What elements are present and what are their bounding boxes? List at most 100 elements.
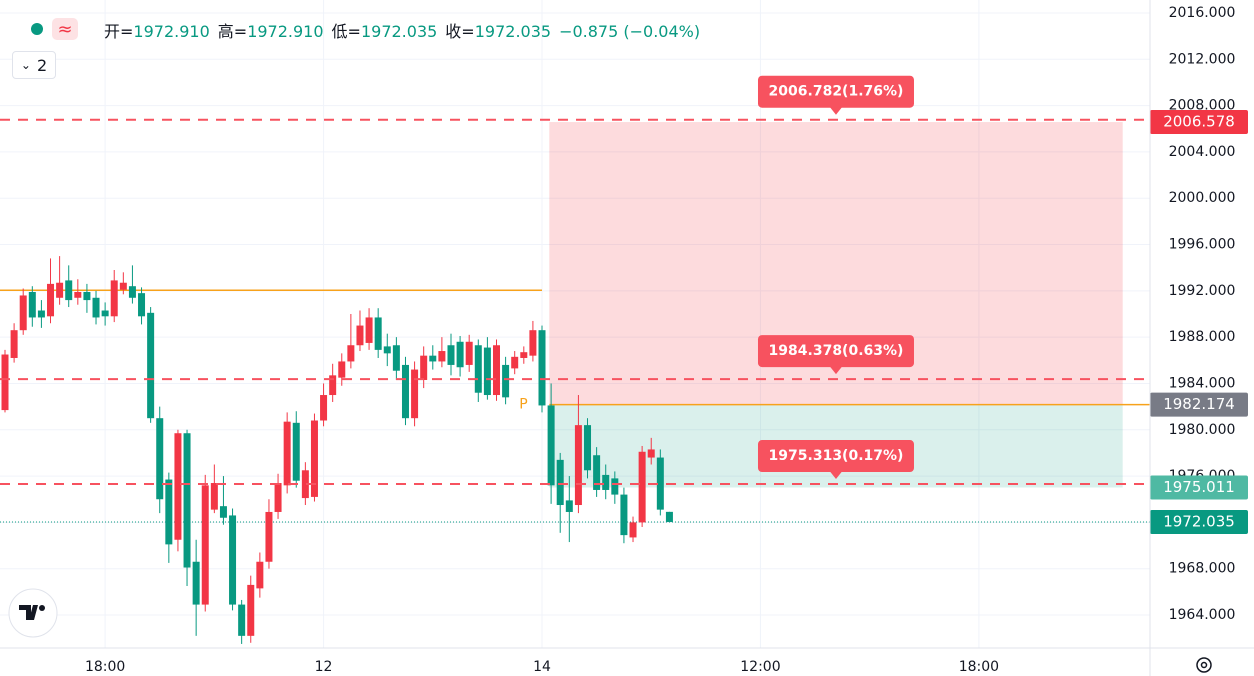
- candle-body: [201, 485, 209, 605]
- candle-body: [465, 341, 473, 365]
- ohlc-label: 收=: [445, 22, 475, 41]
- candle-body: [128, 286, 136, 298]
- candle-body: [174, 433, 182, 540]
- price-badge: [1150, 475, 1248, 500]
- candle-body: [74, 291, 82, 298]
- candle-body: [192, 561, 200, 605]
- candle-body: [347, 345, 355, 362]
- candle-body: [229, 515, 237, 605]
- target-label: 1984.378(0.63%): [769, 343, 904, 359]
- y-tick-label: 2000.000: [1169, 190, 1236, 206]
- candle-body: [110, 280, 118, 317]
- candle-body: [1, 354, 9, 411]
- candle-body: [602, 474, 610, 490]
- candle-body: [292, 422, 300, 481]
- indicators-toggle[interactable]: ⌄ 2: [12, 51, 56, 79]
- target-label: 2006.782(1.76%): [769, 84, 904, 100]
- x-tick-label: 12: [315, 659, 333, 675]
- candle-body: [547, 405, 555, 486]
- candle-body: [92, 297, 100, 318]
- candle-body: [274, 483, 282, 512]
- candle-body: [56, 282, 64, 298]
- target-label-box: [757, 440, 914, 473]
- candle-body: [329, 375, 337, 396]
- ohlc-label: 低=: [331, 22, 361, 41]
- y-tick-label: 1968.000: [1169, 561, 1236, 577]
- symbol-icon-svg: ≈: [31, 18, 78, 40]
- candle-body: [611, 478, 619, 495]
- candle-body: [647, 449, 655, 458]
- candle-body: [438, 351, 446, 362]
- candle-body: [156, 418, 164, 500]
- ohlc-value: 1972.035: [360, 22, 438, 41]
- candle-body: [392, 345, 400, 371]
- candle-body: [529, 330, 537, 356]
- candle-body: [238, 604, 246, 636]
- settings-icon[interactable]: [1196, 657, 1212, 673]
- price-badge: [1150, 392, 1248, 417]
- candle-body: [365, 317, 373, 343]
- candle-body: [520, 352, 528, 358]
- candle-body: [629, 522, 637, 538]
- y-tick-label: 2008.000: [1169, 98, 1236, 114]
- candle-body: [101, 310, 109, 317]
- target-label-pointer: [829, 107, 842, 115]
- tv-logo: [8, 588, 58, 638]
- candle-body: [320, 395, 328, 421]
- target-label-pointer: [829, 471, 842, 480]
- candle-body: [10, 330, 18, 358]
- candle-body: [65, 280, 73, 301]
- ohlc-legend: 开=1972.910 高=1972.910 低=1972.035 收=1972.035…: [104, 18, 708, 42]
- candle-body: [28, 291, 36, 318]
- candle-body: [483, 347, 491, 396]
- target-label: 1975.313(0.17%): [769, 448, 904, 464]
- price-badge-label: 1982.174: [1163, 395, 1235, 413]
- candle-body: [538, 330, 546, 406]
- candle-body: [219, 506, 227, 518]
- price-change: −0.875 (−0.04%): [559, 22, 701, 41]
- y-tick-label: 2016.000: [1169, 5, 1236, 21]
- candle-body: [310, 420, 318, 497]
- price-badge-label: 2006.578: [1163, 113, 1235, 131]
- candle-body: [374, 317, 382, 350]
- x-tick-label: 18:00: [959, 659, 999, 675]
- x-tick-label: 14: [533, 659, 551, 675]
- candle-body: [429, 355, 437, 362]
- price-badge: [1150, 110, 1248, 135]
- candle-body: [665, 511, 673, 522]
- candle-body: [411, 369, 419, 419]
- candle-body: [247, 584, 255, 636]
- candle-body: [165, 479, 173, 545]
- candle-body: [47, 283, 55, 317]
- price-badge-label: 1972.035: [1163, 512, 1235, 530]
- candle-body: [584, 425, 592, 471]
- target-label-pointer: [829, 366, 842, 375]
- candle-body: [19, 295, 27, 331]
- candle-body: [338, 361, 346, 378]
- candle-body: [638, 451, 646, 523]
- target-label-box: [757, 75, 914, 108]
- position-label: P: [519, 397, 527, 413]
- candle-body: [420, 355, 428, 380]
- candle-body: [210, 483, 218, 510]
- ohlc-value: 1972.910: [133, 22, 210, 41]
- candle-body: [183, 433, 191, 568]
- candle-body: [620, 494, 628, 536]
- candle-body: [447, 345, 455, 365]
- ohlc-value: 1972.035: [474, 22, 552, 41]
- candle-body: [456, 341, 464, 368]
- y-tick-label: 1980.000: [1169, 422, 1236, 438]
- candle-body: [401, 364, 409, 419]
- symbol-icons: ≈: [22, 17, 80, 43]
- candle-body: [356, 325, 364, 346]
- y-tick-label: 2004.000: [1169, 144, 1236, 160]
- y-tick-label: 1992.000: [1169, 283, 1236, 299]
- y-tick-label: 1984.000: [1169, 375, 1236, 391]
- candle-body: [265, 511, 273, 562]
- y-tick-label: 2012.000: [1169, 51, 1236, 67]
- candle-body: [138, 293, 146, 317]
- target-label-box: [757, 335, 914, 368]
